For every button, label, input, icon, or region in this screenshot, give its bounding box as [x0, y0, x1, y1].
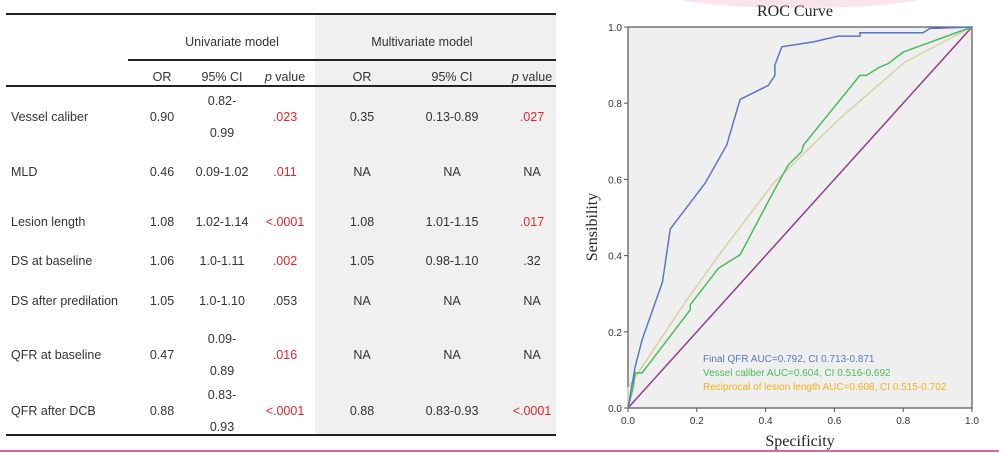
column-header: 95% CI — [201, 70, 243, 84]
uni-p-value: <.0001 — [265, 215, 305, 229]
uni-ci: 0.09-1.02 — [195, 165, 249, 179]
x-tick-label: 0.6 — [827, 416, 841, 427]
p-symbol: p — [264, 70, 272, 84]
multi-or: 0.35 — [349, 110, 375, 124]
x-tick-label: 0.0 — [621, 416, 635, 427]
table-top-rule — [6, 13, 556, 15]
multivariate-background — [315, 14, 556, 434]
value-word: value — [271, 70, 306, 84]
uni-or: 1.05 — [149, 294, 175, 308]
series-line-0 — [627, 26, 973, 409]
multi-p-value: NA — [523, 294, 541, 308]
row-label: QFR at baseline — [11, 348, 102, 362]
column-header-rule — [6, 85, 556, 87]
group-header-rule — [128, 59, 556, 61]
uni-or: 1.06 — [149, 254, 175, 268]
row-label: DS after predilation — [11, 294, 119, 308]
legend-entry: Reciprocal of lesion length AUC=0.608, C… — [703, 382, 947, 393]
row-label: QFR after DCB — [11, 404, 96, 418]
multi-ci: 0.83-0.93 — [425, 404, 479, 418]
column-header-p-value: p value — [512, 70, 552, 84]
multi-p-value: .017 — [519, 215, 545, 229]
multi-ci: NA — [443, 165, 461, 179]
uni-p-value: .016 — [272, 348, 298, 362]
uni-ci: 1.0-1.11 — [199, 254, 245, 268]
row-label: DS at baseline — [11, 254, 93, 268]
multi-ci: NA — [443, 294, 461, 308]
uni-ci: 0.89 — [209, 364, 235, 378]
watermark-shape — [682, 0, 918, 8]
uni-p-value: .011 — [273, 165, 297, 179]
multi-or: NA — [353, 348, 371, 362]
multi-p-value: .027 — [519, 110, 545, 124]
uni-or: 0.88 — [149, 404, 175, 418]
uni-p-value: .023 — [272, 110, 298, 124]
multi-p-value: NA — [523, 165, 541, 179]
group-header-multivariate: Multivariate model — [371, 35, 473, 49]
uni-ci: 0.82- — [207, 94, 237, 108]
x-axis-label: Specificity — [765, 433, 834, 450]
multi-ci: NA — [443, 348, 461, 362]
legend-entry: Final QFR AUC=0.792, CI 0.713-0.871 — [703, 354, 875, 365]
uni-p-value: .053 — [272, 294, 298, 308]
multi-or: NA — [353, 294, 371, 308]
y-tick-label: 0.4 — [608, 252, 622, 263]
uni-ci: 0.09- — [207, 332, 237, 346]
series-line-1 — [627, 26, 973, 409]
uni-ci: 0.83- — [207, 388, 237, 402]
multi-ci: 0.98-1.10 — [425, 254, 479, 268]
uni-p-value: <.0001 — [265, 404, 305, 418]
page-divider — [0, 450, 999, 452]
uni-ci: 1.02-1.14 — [195, 215, 249, 229]
multi-or: 1.05 — [349, 254, 375, 268]
row-label: Lesion length — [11, 215, 86, 229]
uni-p-value: .002 — [272, 254, 298, 268]
legend-entry: Vessel caliber AUC=0.604, CI 0.516-0.692 — [703, 368, 891, 379]
column-header: 95% CI — [431, 70, 473, 84]
multi-p-value: .32 — [523, 254, 541, 268]
chart-title: ROC Curve — [757, 3, 833, 20]
y-tick-label: 0.8 — [608, 99, 622, 110]
column-header: OR — [352, 70, 372, 84]
x-tick-label: 0.8 — [896, 416, 910, 427]
y-tick-label: 1.0 — [608, 23, 622, 34]
x-tick-label: 0.4 — [759, 416, 773, 427]
multi-or: NA — [353, 165, 371, 179]
uni-or: 0.46 — [149, 165, 175, 179]
uni-ci: 0.99 — [209, 126, 235, 140]
column-header-p-value: p value — [265, 70, 305, 84]
series-line-2 — [627, 26, 973, 408]
x-tick-label: 0.2 — [690, 416, 704, 427]
series-line-3 — [627, 26, 973, 409]
group-header-univariate: Univariate model — [185, 35, 279, 49]
uni-ci: 0.93 — [209, 420, 235, 434]
multi-or: 0.88 — [349, 404, 375, 418]
y-axis-label: Sensibility — [584, 193, 601, 261]
y-tick-label: 0.2 — [608, 328, 622, 339]
row-label: MLD — [11, 165, 38, 179]
multi-ci: 0.13-0.89 — [425, 110, 479, 124]
y-tick-label: 0.0 — [608, 404, 622, 415]
y-tick-label: 0.6 — [608, 175, 622, 186]
table-bottom-rule — [6, 434, 556, 436]
multi-p-value: <.0001 — [512, 404, 552, 418]
x-tick-label: 1.0 — [965, 416, 979, 427]
uni-or: 0.90 — [149, 110, 175, 124]
uni-ci: 1.0-1.10 — [199, 294, 245, 308]
multi-p-value: NA — [523, 348, 541, 362]
uni-or: 1.08 — [149, 215, 175, 229]
row-label: Vessel caliber — [11, 110, 89, 124]
column-header: OR — [152, 70, 172, 84]
multi-or: 1.08 — [349, 215, 375, 229]
value-word: value — [518, 70, 553, 84]
p-symbol: p — [511, 70, 519, 84]
multi-ci: 1.01-1.15 — [425, 215, 479, 229]
uni-or: 0.47 — [149, 348, 175, 362]
